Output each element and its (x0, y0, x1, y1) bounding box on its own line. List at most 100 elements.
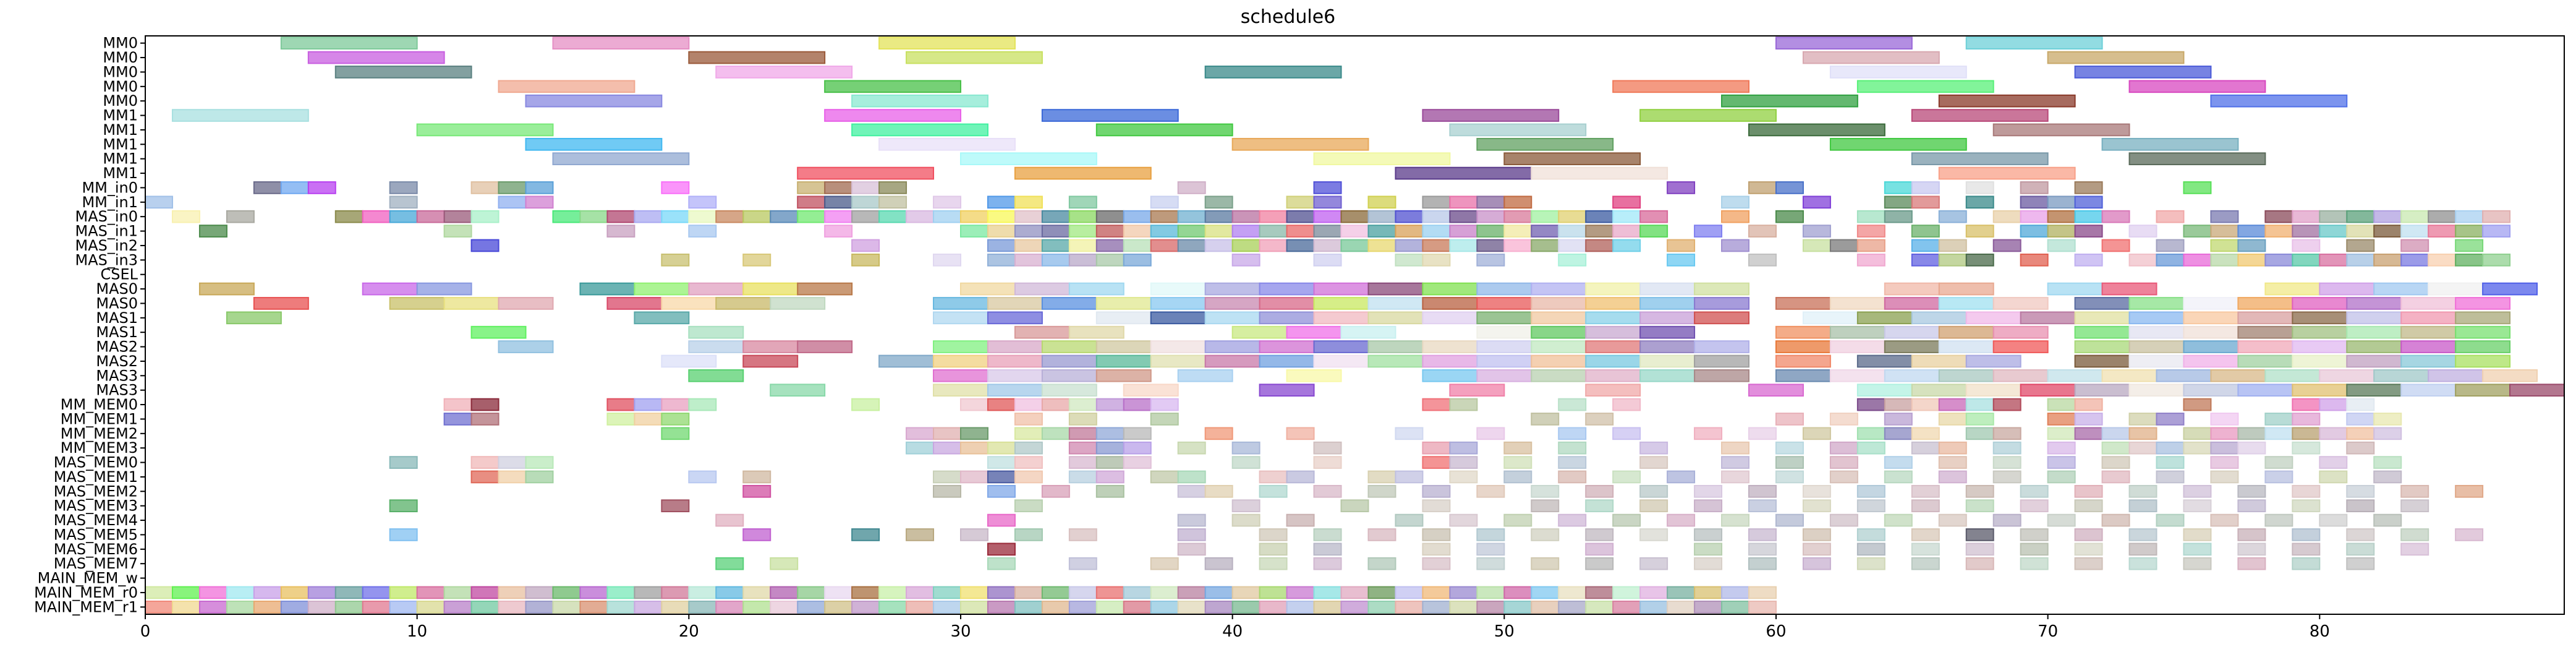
task-bar (2400, 354, 2457, 368)
task-bar (987, 354, 1043, 368)
task-bar (2020, 210, 2049, 223)
task-bar (1259, 282, 1315, 296)
task-bar (715, 513, 744, 527)
task-bar (307, 181, 336, 194)
task-bar (1748, 600, 1777, 614)
task-bar (1313, 210, 1342, 223)
task-bar (1204, 195, 1233, 209)
task-bar (1639, 484, 1668, 498)
task-bar (1095, 398, 1124, 411)
task-bar (1068, 470, 1097, 484)
task-bar (280, 181, 309, 194)
task-bar (1177, 513, 1206, 527)
task-bar (1612, 427, 1641, 440)
task-bar (1177, 484, 1206, 498)
task-bar (933, 297, 988, 310)
task-bar (1667, 181, 1696, 194)
task-bar (1449, 195, 1478, 209)
task-bar (2020, 195, 2049, 209)
task-bar (1313, 484, 1342, 498)
task-bar (987, 195, 1016, 209)
task-bar (1694, 543, 1723, 556)
task-bar (1476, 195, 1505, 209)
task-bar (634, 413, 663, 426)
task-bar (878, 600, 908, 614)
task-bar (987, 600, 1016, 614)
task-bar (470, 586, 499, 599)
task-bar (1041, 600, 1070, 614)
x-tick-label: 40 (1222, 622, 1243, 641)
task-bar (851, 398, 880, 411)
task-bar (797, 282, 853, 296)
task-bar (1422, 340, 1478, 353)
task-bar (1667, 239, 1696, 252)
y-tick-label: MAS2 (96, 353, 138, 370)
task-bar (1068, 456, 1097, 469)
task-bar (606, 600, 635, 614)
task-bar (253, 181, 282, 194)
task-bar (1367, 210, 1396, 223)
task-bar (2237, 225, 2266, 238)
task-bar (1422, 354, 1478, 368)
task-bar (2128, 325, 2185, 339)
task-bar (1449, 225, 1478, 238)
task-bar (987, 253, 1016, 267)
task-bar (2101, 282, 2157, 296)
task-bar (2292, 354, 2348, 368)
task-bar (1639, 354, 1696, 368)
task-bar (2210, 427, 2239, 440)
task-bar (1367, 586, 1396, 599)
task-bar (1259, 239, 1288, 252)
task-bar (2237, 484, 2266, 498)
task-bar (2156, 369, 2212, 382)
task-bar (1150, 470, 1179, 484)
task-bar (498, 80, 635, 93)
y-tick-label: MAS_MEM0 (54, 454, 138, 471)
task-bar (2482, 210, 2511, 223)
task-bar (253, 297, 309, 310)
task-bar (959, 441, 988, 455)
task-bar (1068, 427, 1097, 440)
task-bar (470, 470, 499, 484)
task-bar (987, 586, 1016, 599)
task-bar (1123, 398, 1152, 411)
task-bar (1992, 210, 2021, 223)
task-bar (470, 600, 499, 614)
task-bar (688, 225, 717, 238)
task-bar (2400, 225, 2429, 238)
task-bar (2346, 528, 2375, 541)
task-bar (824, 586, 853, 599)
task-bar (2183, 557, 2212, 570)
task-bar (2292, 225, 2321, 238)
task-bar (2047, 470, 2076, 484)
task-bar (1503, 239, 1532, 252)
task-bar (1259, 470, 1288, 484)
task-bar (1367, 354, 1424, 368)
task-bar (987, 543, 1016, 556)
task-bar (1911, 499, 1940, 513)
task-bar (1204, 66, 1342, 79)
task-bar (1123, 384, 1179, 397)
task-bar (715, 210, 744, 223)
task-bar (1965, 225, 1994, 238)
task-bar (198, 586, 227, 599)
task-bar (933, 484, 961, 498)
task-bar (1911, 528, 1940, 541)
task-bar (2074, 528, 2103, 541)
task-bar (824, 80, 961, 93)
task-bar (2074, 413, 2103, 426)
task-bar (1177, 239, 1206, 252)
task-bar (171, 586, 200, 599)
task-bar (1911, 484, 1940, 498)
task-bar (1612, 80, 1750, 93)
task-bar (742, 586, 772, 599)
task-bar (1856, 441, 1885, 455)
task-bar (1313, 253, 1342, 267)
task-bar (307, 51, 445, 64)
task-bar (1095, 297, 1152, 310)
task-bar (1938, 325, 1994, 339)
task-bar (2128, 557, 2157, 570)
task-bar (1667, 586, 1696, 599)
task-bar (1992, 239, 2021, 252)
